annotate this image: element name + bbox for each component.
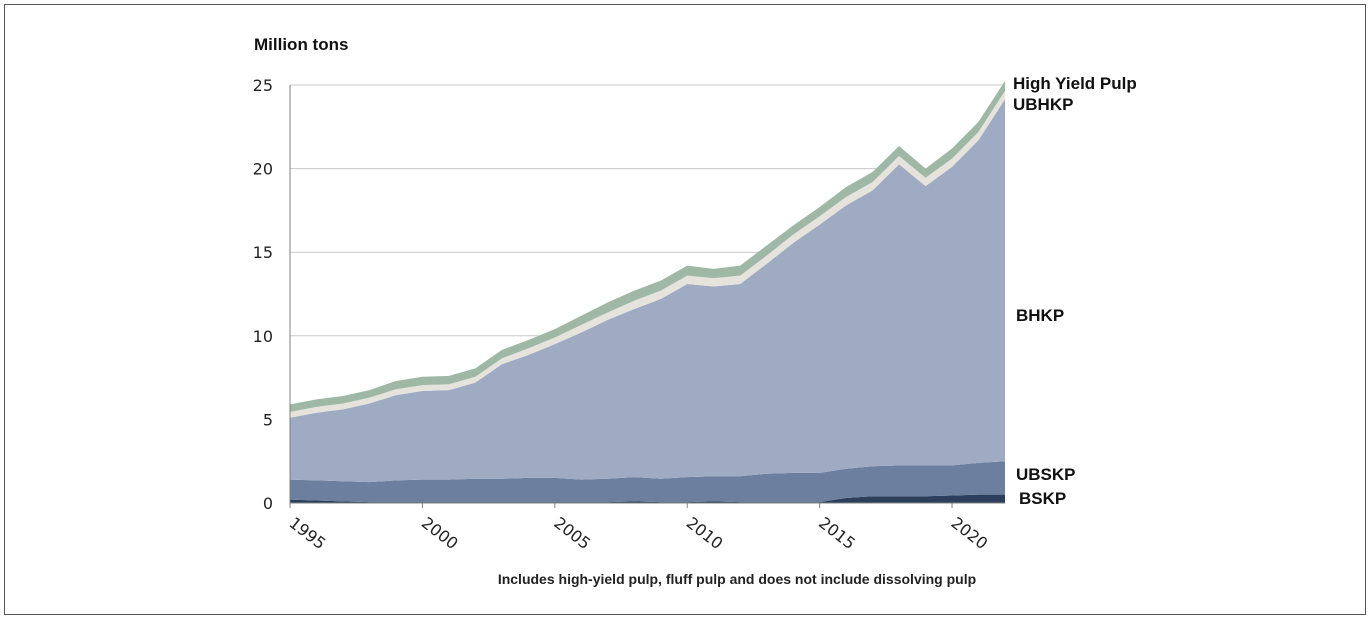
x-tick-label-1995: 1995 [286,513,330,553]
series-label-bhkp: BHKP [1016,306,1064,325]
series-label-bskp: BSKP [1019,489,1066,508]
y-tick-label-5: 5 [263,410,273,429]
y-tick-label-20: 20 [253,160,273,179]
series-label-high-yield-pulp: High Yield Pulp [1013,74,1137,93]
y-axis-title: Million tons [254,35,348,54]
y-tick-label-0: 0 [263,494,273,513]
y-tick-label-15: 15 [253,243,273,262]
x-tick-label-2000: 2000 [418,513,462,553]
series-label-ubskp: UBSKP [1016,465,1076,484]
x-tick-label-2005: 2005 [550,513,594,553]
axes [289,85,1005,504]
x-tick-label-2010: 2010 [683,513,727,553]
y-tick-label-25: 25 [253,76,273,95]
y-tick-label-10: 10 [253,327,273,346]
series-label-ubhkp: UBHKP [1013,95,1073,114]
chart-footnote: Includes high-yield pulp, fluff pulp and… [498,571,976,587]
series-labels: BSKP UBSKP BHKP UBHKP High Yield Pulp [1013,74,1137,508]
area-ubskp [290,461,1005,503]
area-bskp [290,494,1005,503]
x-axis-ticks: 1995 2000 2005 2010 2015 2020 [286,503,992,553]
y-axis-ticks: 0 5 10 15 20 25 [253,76,273,513]
x-tick-label-2015: 2015 [815,513,859,553]
x-tick-label-2020: 2020 [948,513,992,553]
area-bhkp [290,99,1005,483]
area-series [290,80,1005,503]
